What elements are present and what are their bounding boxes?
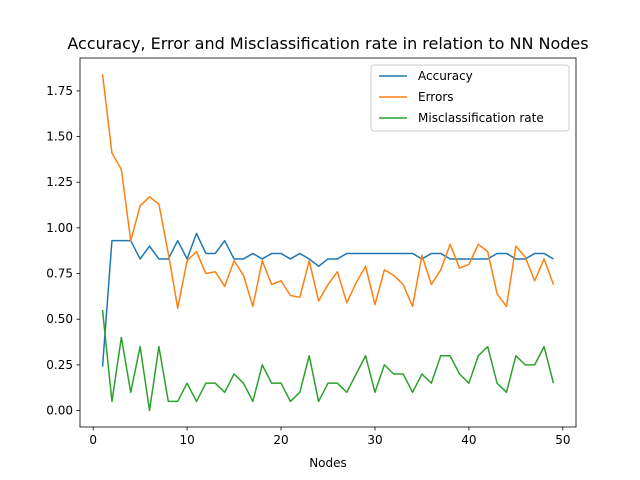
legend: Accuracy Errors Misclassification rate: [370, 64, 570, 132]
legend-label: Misclassification rate: [418, 111, 544, 125]
y-tick-label: 1.00: [46, 221, 73, 235]
y-tick-label: 0.25: [46, 358, 73, 372]
series-line-misclassification-rate: [101, 310, 555, 412]
axes-frame: [79, 57, 577, 428]
y-tick-label: 0.50: [46, 312, 73, 326]
chart-title: Accuracy, Error and Misclassification ra…: [67, 34, 588, 53]
y-tick-label: 1.25: [46, 175, 73, 189]
x-tick-label: 30: [367, 433, 382, 447]
y-tick-label: 0.00: [46, 404, 73, 418]
x-tick-label: 20: [273, 433, 288, 447]
y-tick-label: 1.75: [46, 84, 73, 98]
x-tick-label: 0: [89, 433, 97, 447]
x-tick-label: 10: [179, 433, 194, 447]
x-axis-label: Nodes: [309, 456, 347, 470]
plot-area: 0 10 20 30 40 50 0.00 0.25 0.50 0.75 1.00 1.25 1.50 1…: [46, 57, 577, 447]
legend-box: [370, 64, 570, 132]
series-line-accuracy: [101, 232, 554, 367]
x-tick-label: 40: [461, 433, 476, 447]
legend-label: Accuracy: [418, 69, 473, 83]
series-line-errors: [101, 74, 555, 310]
x-tick-label: 50: [555, 433, 570, 447]
y-tick-label: 0.75: [46, 267, 73, 281]
y-tick-label: 1.50: [46, 130, 73, 144]
legend-label: Errors: [418, 90, 454, 104]
